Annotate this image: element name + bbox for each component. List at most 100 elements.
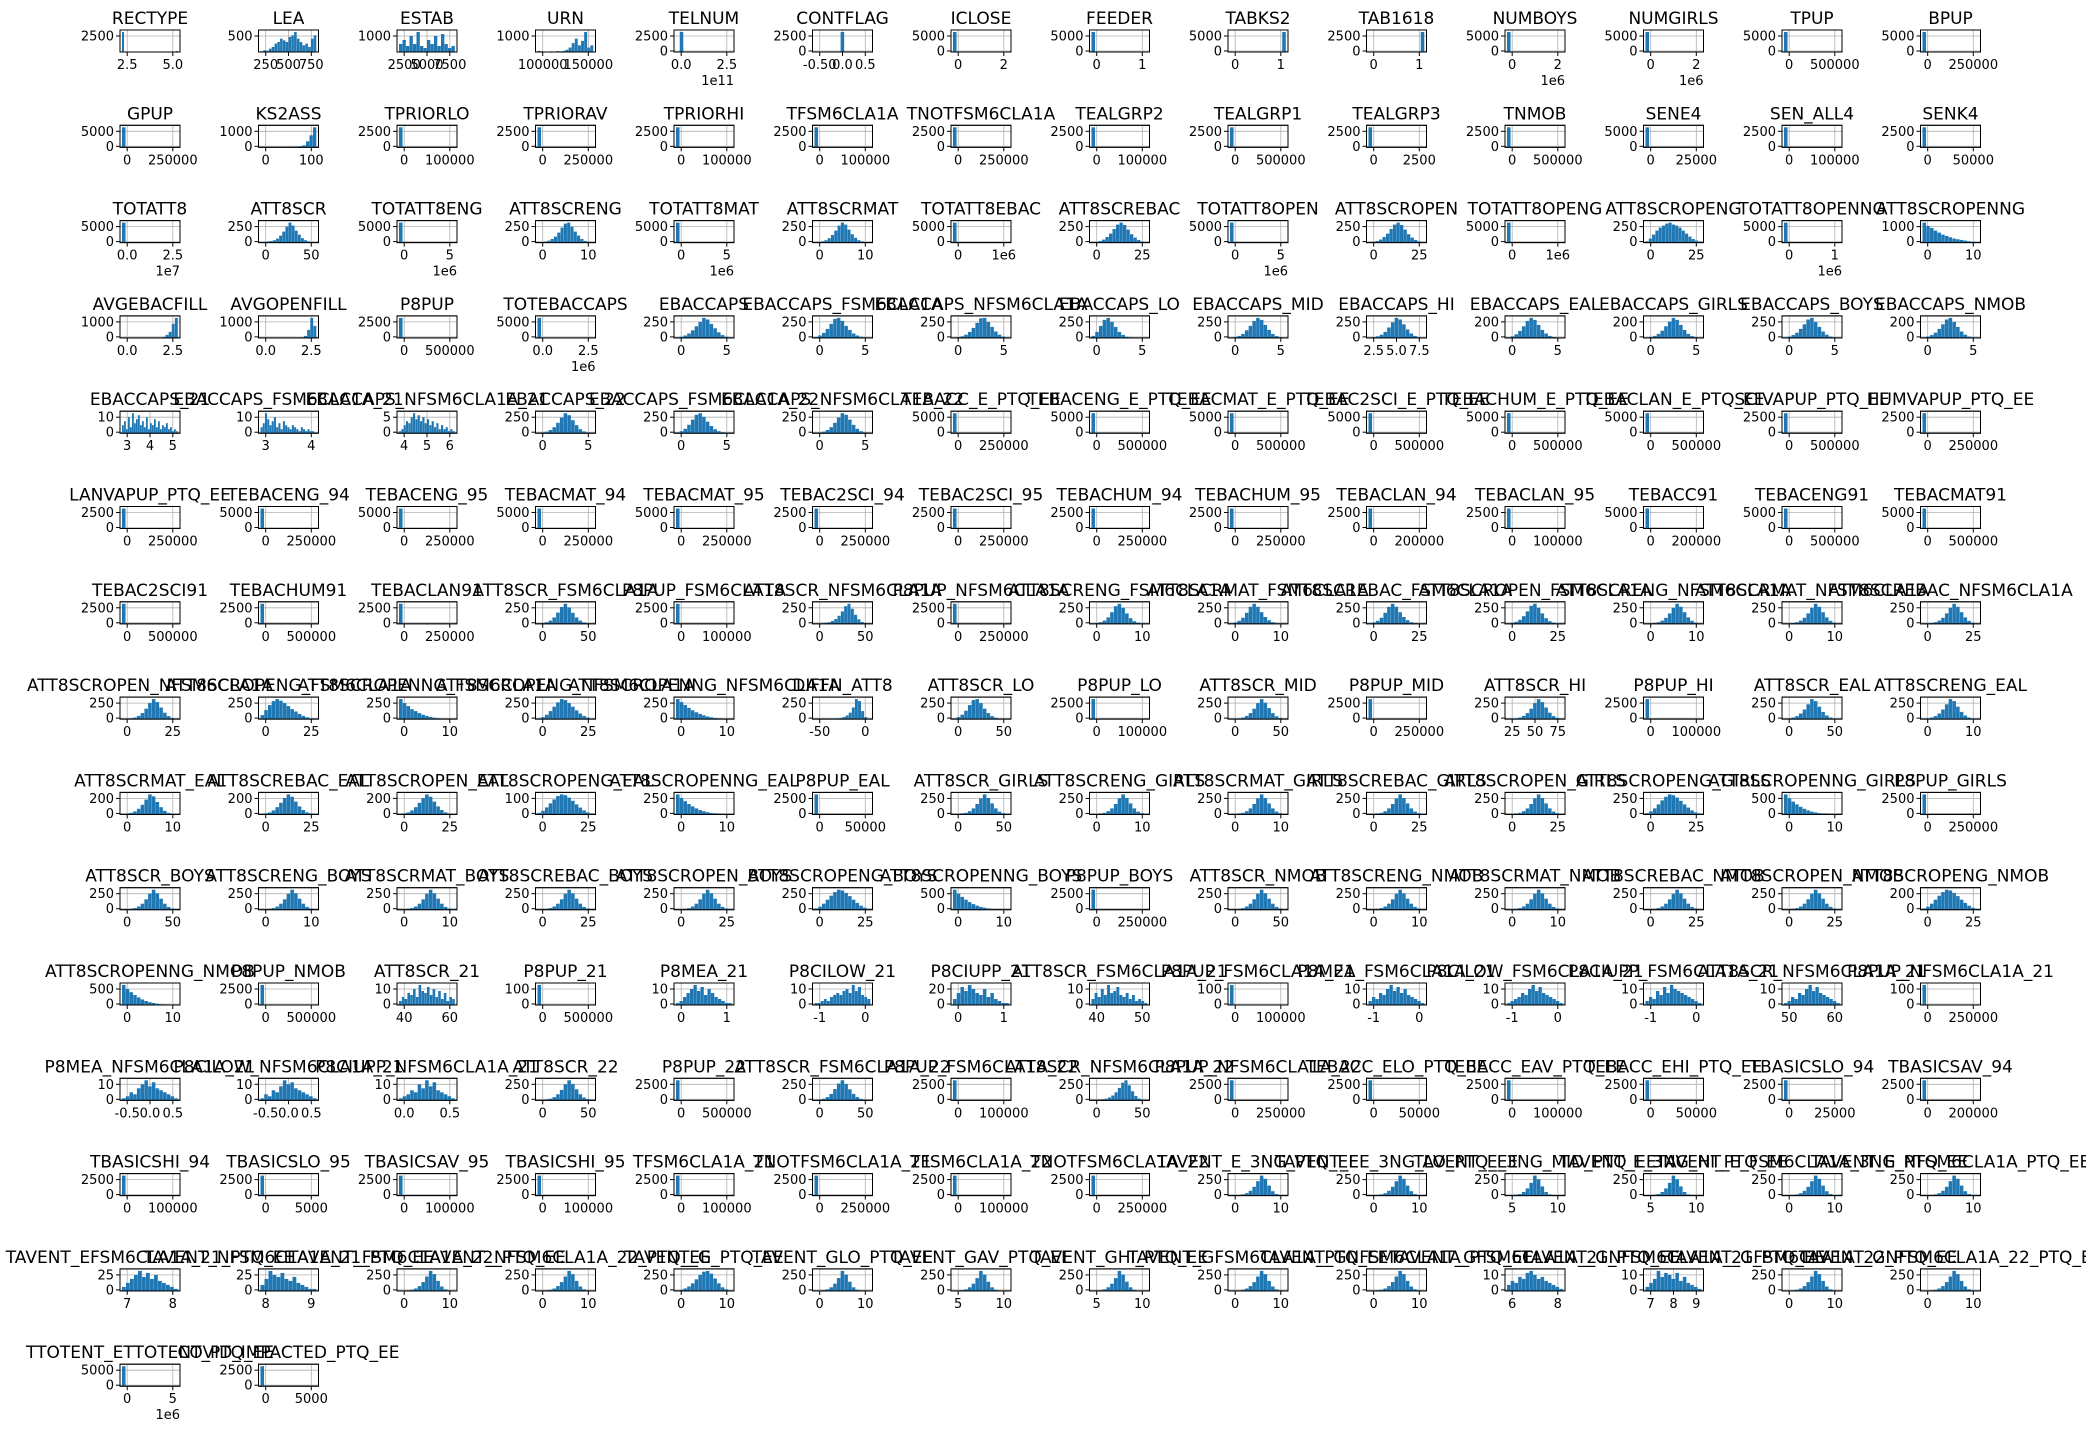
axes-border [812, 601, 873, 625]
axes-frame [1227, 124, 1289, 148]
histogram-bar [956, 717, 961, 720]
histogram-bar [1368, 1001, 1372, 1005]
y-tick-label: 0 [1906, 712, 1914, 727]
subplot-title: TBASICSHI_94 [89, 1153, 210, 1173]
y-tick-label: 5000 [1189, 411, 1222, 426]
y-tick-label: 500 [920, 887, 945, 902]
x-tick-label: 2.5 [162, 249, 183, 264]
axes-border [396, 791, 458, 815]
histogram-bar [844, 1083, 848, 1101]
histogram-bar [713, 898, 717, 910]
histogram-bar [1795, 622, 1799, 624]
histogram-bar [1967, 905, 1971, 910]
y-tick-label: 0 [383, 1283, 391, 1298]
x-tick-label: 5 [169, 439, 177, 454]
histogram-bar [1791, 717, 1795, 720]
histogram-bar [1832, 622, 1837, 624]
histogram-bar [277, 42, 280, 52]
histogram-bar [1929, 335, 1934, 338]
histogram-bar [1817, 813, 1822, 815]
histogram-bar [1798, 906, 1803, 910]
y-tick-label: 0 [1629, 712, 1637, 727]
histogram-bar [300, 238, 304, 243]
histogram-bar [1937, 895, 1941, 910]
x-tick-label: 50000 [1399, 1106, 1440, 1121]
histogram-bar [436, 806, 440, 815]
histogram-bar [269, 425, 272, 434]
x-tick-label: 0 [1647, 1106, 1655, 1121]
y-tick-label: 0 [1629, 1188, 1637, 1203]
y-tick-label: 0 [1906, 1093, 1914, 1108]
histogram-bar [1259, 612, 1264, 624]
histogram-bar [1686, 807, 1691, 815]
histogram-bar [1944, 319, 1949, 338]
histogram-bar [694, 414, 699, 434]
histogram-bar [1548, 1282, 1552, 1291]
histogram-bar [994, 717, 998, 720]
axes-frame [1089, 124, 1150, 148]
histogram-bar [1937, 1288, 1941, 1291]
histogram-bar [1525, 903, 1530, 910]
histogram-bar [855, 1289, 860, 1291]
histogram-bar [1106, 317, 1110, 338]
y-tick-label: 250 [1613, 887, 1638, 902]
subplot-title: EBACCAPS_EAL [1470, 295, 1601, 315]
histogram-bar [413, 413, 416, 434]
x-tick-label: 0 [954, 1106, 962, 1121]
histogram-bar [425, 794, 429, 815]
y-tick-label: 500 [89, 983, 114, 998]
histogram-bar [1521, 906, 1526, 910]
histogram-bar [1956, 706, 1960, 720]
y-tick-label: 0 [106, 998, 114, 1013]
histogram-bar [842, 717, 846, 720]
x-tick-label: 0 [123, 820, 131, 835]
x-tick-label: 250000 [1394, 725, 1444, 740]
x-tick-label: 10 [1827, 630, 1844, 645]
y-tick-label: 250 [643, 315, 668, 330]
histogram-bar [312, 431, 315, 434]
subplot-title: ATT8SCR_NFSM6CLA1A [743, 581, 942, 601]
y-tick-label: 0 [937, 1188, 945, 1203]
x-offset-label: 1e6 [1540, 74, 1565, 89]
x-tick-label: -1 [1367, 1011, 1380, 1026]
histogram-bar [268, 48, 272, 52]
histogram-bar [836, 993, 840, 1005]
axes-border [1781, 1173, 1843, 1197]
subplot-title: TEBAC2SCI91 [91, 581, 208, 601]
axes-border [1366, 1268, 1427, 1292]
histogram-bar [553, 236, 558, 243]
x-tick-label: 250000 [840, 1202, 890, 1217]
subplot-title: ATT8SCR_NMOB [1190, 867, 1327, 887]
x-tick-label: 0 [1370, 249, 1378, 264]
axes-border [812, 124, 873, 148]
histogram-bar [574, 425, 579, 434]
axes-border [1643, 29, 1704, 53]
axes-border [1920, 506, 1981, 529]
x-tick-label: 250000 [1117, 916, 1167, 931]
histogram-bar [705, 421, 710, 434]
y-tick-label: 250 [1059, 220, 1084, 235]
histogram-bar [1529, 899, 1533, 910]
axes-border [950, 696, 1012, 720]
x-tick-label: 500000 [563, 1011, 613, 1026]
histogram-bar [1802, 324, 1807, 338]
x-tick-label: 0 [954, 249, 962, 264]
x-tick-label: 10 [1965, 1297, 1982, 1312]
histogram-bar [1655, 230, 1659, 243]
histogram-bar [1833, 1001, 1837, 1005]
histogram-bar [1263, 1274, 1268, 1291]
histogram-bar [1267, 803, 1271, 815]
histogram-bar [839, 995, 843, 1005]
histogram-bar [1529, 605, 1533, 624]
x-tick-label: 0 [123, 916, 131, 931]
axes-frame [1366, 1077, 1427, 1101]
